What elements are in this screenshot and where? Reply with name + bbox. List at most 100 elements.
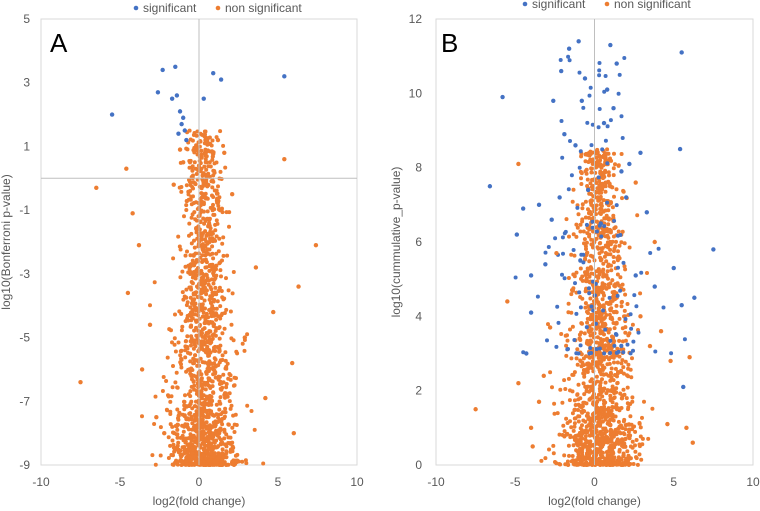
b-point-cloud [513,54,687,467]
b-point-nonsig [616,229,621,234]
b-point-nonsig [587,215,591,220]
a-point-nonsig [179,463,184,467]
b-point-nonsig [615,437,620,442]
b-point-sig [631,348,635,353]
b-point-nonsig [585,411,590,416]
b-point-sig [581,260,586,265]
b-point-nonsig [621,453,626,458]
b-point-nonsig [581,368,586,372]
a-point-sig [211,70,216,76]
a-point-nonsig [193,276,198,281]
a-point-nonsig [201,431,206,435]
a-point-nonsig [193,217,198,222]
a-point-nonsig [210,336,215,341]
a-point-nonsig [226,288,231,293]
a-point-nonsig [202,380,207,385]
b-point-sig [566,54,571,59]
a-point-nonsig [233,412,238,417]
b-point-sig [551,98,556,103]
b-point-sig [603,138,608,143]
a-point-nonsig [218,169,223,174]
b-point-nonsig [598,331,603,336]
b-point-nonsig [574,234,579,239]
b-point-nonsig [558,387,563,392]
b-point-nonsig [552,401,557,406]
b-point-nonsig [603,412,608,417]
a-point-nonsig [189,384,194,389]
a-point-nonsig [140,414,144,419]
b-point-nonsig [599,288,604,293]
a-point-nonsig [199,186,204,191]
a-point-nonsig [195,413,200,417]
b-point-nonsig [565,459,570,464]
b-point-nonsig [589,170,594,175]
a-point-nonsig [220,210,225,215]
b-point-sig [622,56,627,60]
b-point-nonsig [595,245,600,250]
a-point-nonsig [183,393,187,398]
b-point-nonsig [608,316,613,321]
b-point-nonsig [615,371,620,376]
a-point-nonsig [207,435,212,440]
b-point-sig [587,351,592,356]
b-point-nonsig [600,297,605,302]
b-point-nonsig [601,386,606,391]
b-point-nonsig [580,206,585,211]
a-point-nonsig [210,151,215,156]
a-point-sig [177,109,183,114]
b-point-sig [602,224,607,229]
b-point-nonsig [598,421,603,426]
b-point-sig [487,184,493,189]
b-point-nonsig [605,269,610,274]
a-point-nonsig [224,444,229,449]
a-point-nonsig [212,356,217,361]
a-point-nonsig [205,139,210,144]
a-point-nonsig [203,195,207,199]
b-point-sig [543,262,548,267]
b-point-nonsig [633,180,638,185]
a-point-sig [179,121,184,127]
b-point-nonsig [617,457,622,462]
b-point-nonsig [610,384,615,389]
a-point-nonsig [158,425,163,430]
a-point-nonsig [214,412,219,417]
a-point-nonsig [210,424,215,429]
a-point-nonsig [136,242,142,248]
b-point-nonsig [595,186,600,191]
a-point-nonsig [217,430,222,435]
b-point-nonsig [608,411,613,416]
b-point-nonsig [620,282,625,287]
b-point-nonsig [605,458,610,463]
b-point-nonsig [575,461,580,466]
a-point-nonsig [195,450,200,455]
a-point-nonsig [192,435,197,440]
b-point-nonsig [573,403,578,407]
b-point-nonsig [566,443,571,448]
b-point-nonsig [589,202,594,207]
b-point-nonsig [594,274,599,279]
b-point-nonsig [579,352,584,357]
b-point-sig [597,107,602,111]
a-point-nonsig [204,265,209,270]
a-point-nonsig [210,251,215,256]
b-point-nonsig [607,327,612,332]
a-point-nonsig [200,334,205,339]
a-point-nonsig [217,453,222,458]
a-x-tick-label: -5 [115,475,126,489]
b-point-nonsig [602,254,607,259]
b-point-sig [528,310,534,315]
b-point-nonsig [622,392,627,397]
a-point-nonsig [176,440,181,445]
b-point-nonsig [635,213,640,218]
b-x-tick-label: 10 [746,475,760,489]
b-point-nonsig [619,370,624,375]
a-point-nonsig [224,391,228,396]
b-point-nonsig [604,391,609,396]
b-y-tick-label: 6 [415,235,422,249]
b-point-sig [607,295,612,300]
b-point-nonsig [585,338,590,343]
b-point-nonsig [594,155,599,160]
b-point-nonsig [622,417,627,422]
b-point-nonsig [590,243,595,248]
